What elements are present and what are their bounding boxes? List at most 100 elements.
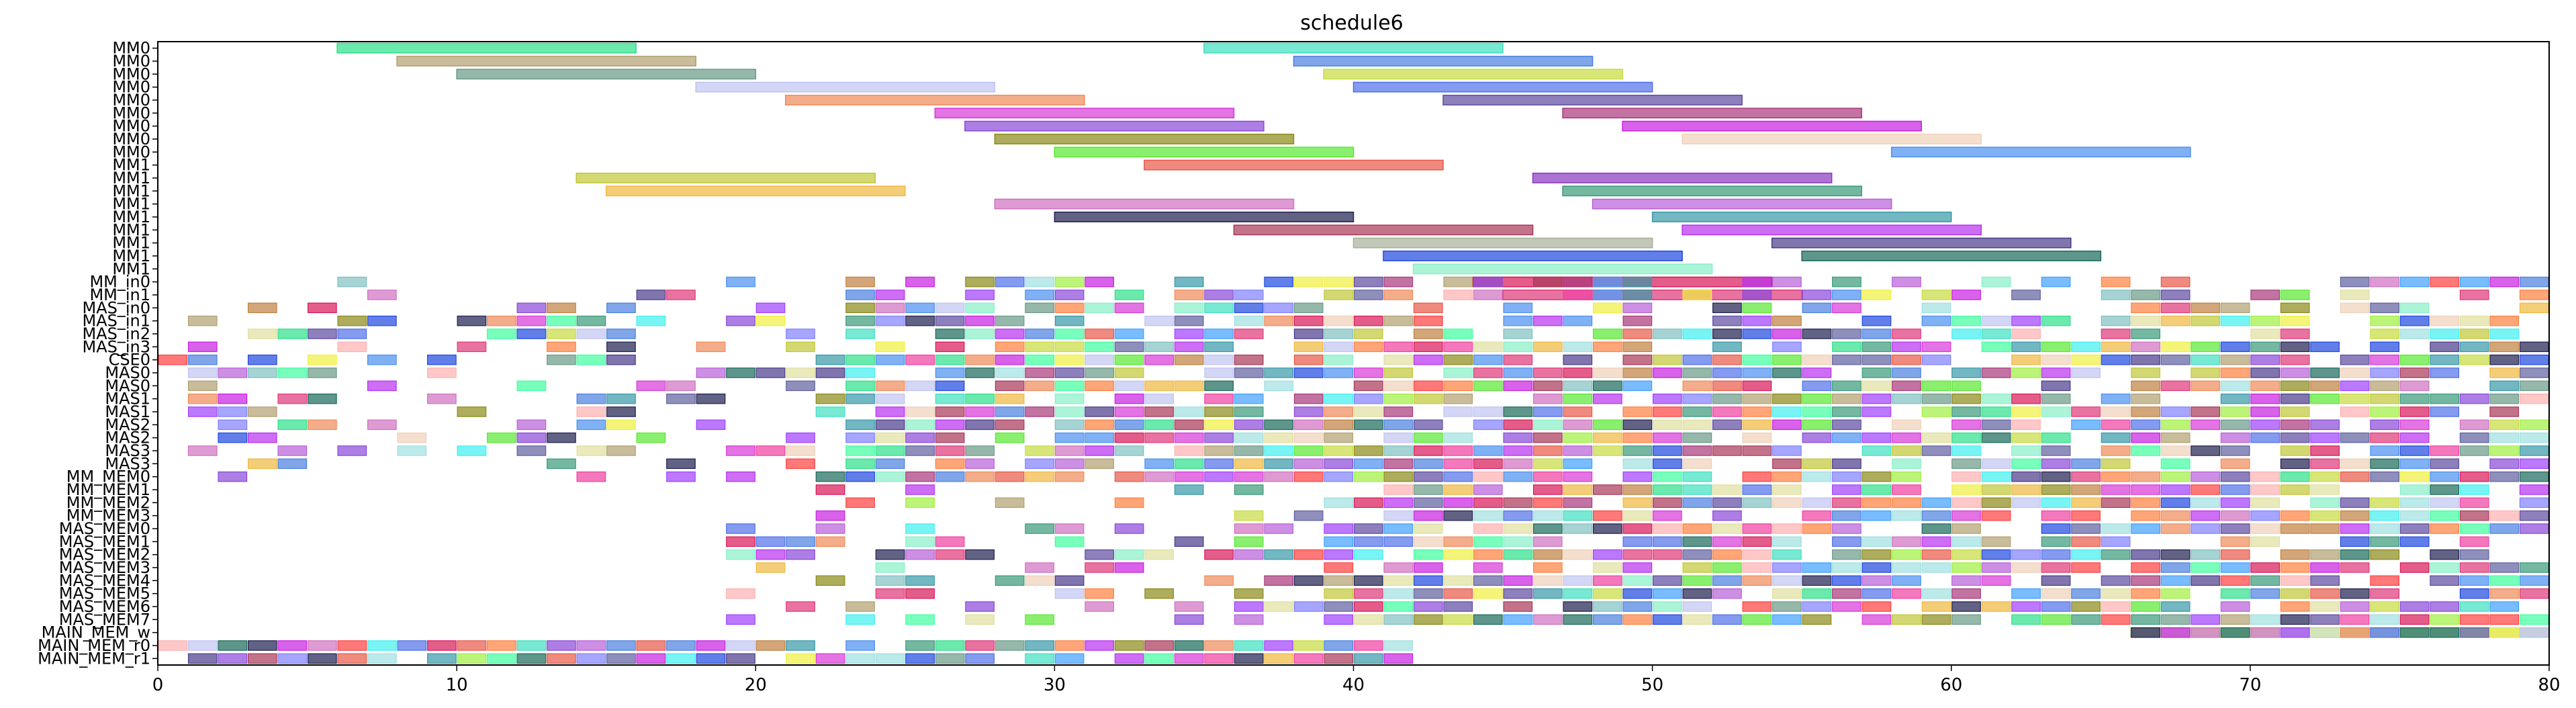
task-block [2041,601,2071,612]
y-tick-label: MAS0 [105,376,150,395]
task-block [2489,575,2520,586]
task-block [1802,354,1832,365]
task-block [2011,588,2041,599]
y-tick-label: MM_MEM0 [66,468,150,486]
task-block [1353,458,1383,470]
task-block [547,315,576,326]
task-block [1563,432,1593,443]
task-block [547,341,576,353]
task-block [2310,614,2340,625]
task-block [2280,445,2310,456]
task-block [2041,276,2071,287]
task-block [2071,497,2101,508]
task-block [755,549,786,560]
task-block [1892,445,1921,456]
task-block [2191,510,2220,521]
task-block [1832,380,1861,392]
task-block [2250,432,2280,443]
task-block [1951,536,1981,547]
task-block [1025,341,1054,353]
task-block [2489,406,2520,417]
task-block [786,549,815,560]
task-block [2101,601,2131,612]
task-block [666,380,696,392]
task-block [1114,653,1144,664]
task-block [995,276,1025,287]
task-block [1503,380,1533,392]
task-block [1174,315,1204,326]
task-block [1593,614,1622,625]
task-block [845,393,875,404]
task-block [1563,290,1593,300]
task-block [1413,588,1443,599]
task-block [995,380,1025,392]
task-block [1085,328,1114,339]
task-block [187,445,218,456]
task-bar [1144,159,1444,171]
task-block [307,328,337,339]
task-block [1353,367,1383,378]
task-block [1174,614,1204,625]
task-block [2280,484,2310,495]
task-block [2399,484,2430,495]
task-block [2101,536,2131,547]
task-block [1324,341,1354,353]
task-block [755,315,786,326]
task-block [1682,536,1712,547]
task-block [2071,510,2101,521]
task-block [2399,510,2430,521]
task-block [1742,549,1772,560]
task-block [2131,367,2160,378]
y-tick-label: MM0 [112,78,150,97]
task-block [2101,354,2131,365]
task-block [1622,419,1653,431]
task-block [2160,549,2191,560]
task-block [1532,393,1563,404]
task-block [1293,510,1324,521]
task-block [1593,328,1622,339]
task-block [1802,601,1832,612]
task-block [187,315,218,326]
task-block [1144,653,1175,664]
task-block [1383,575,1414,586]
task-block [2489,354,2520,365]
task-block [1204,432,1234,443]
task-block [2519,627,2549,638]
task-block [1353,536,1383,547]
task-block [2131,497,2160,508]
task-block [965,367,995,378]
task-block [1324,575,1354,586]
task-block [2220,575,2250,586]
task-block [2101,549,2131,560]
task-block [1503,432,1533,443]
task-block [1981,328,2011,339]
task-block [1025,562,1054,573]
task-block [2041,445,2071,456]
y-tick-label: MAIN_MEM_w [42,623,150,642]
task-block [1264,575,1294,586]
task-block [2220,354,2250,365]
task-block [1383,380,1414,392]
task-block [1353,549,1383,560]
task-block [1772,575,1802,586]
x-tick-label: 60 [1940,675,1962,695]
task-block [1981,419,2011,431]
task-block [1682,458,1712,470]
task-block [1802,510,1832,521]
task-block [397,445,427,456]
task-block [1921,549,1951,560]
task-block [2459,627,2489,638]
task-block [576,315,606,326]
task-block [2160,510,2191,521]
y-tick-label: MAS3 [105,441,150,460]
task-block [1443,471,1473,482]
task-block [666,471,696,482]
task-block [1085,341,1114,353]
y-tick-label: MM0 [112,142,150,161]
task-block [457,640,487,651]
task-block [1503,497,1533,508]
task-block [1622,380,1653,392]
y-tick-label: MAIN_MEM_r1 [38,649,150,668]
task-block [2519,523,2549,534]
task-block [1264,419,1294,431]
